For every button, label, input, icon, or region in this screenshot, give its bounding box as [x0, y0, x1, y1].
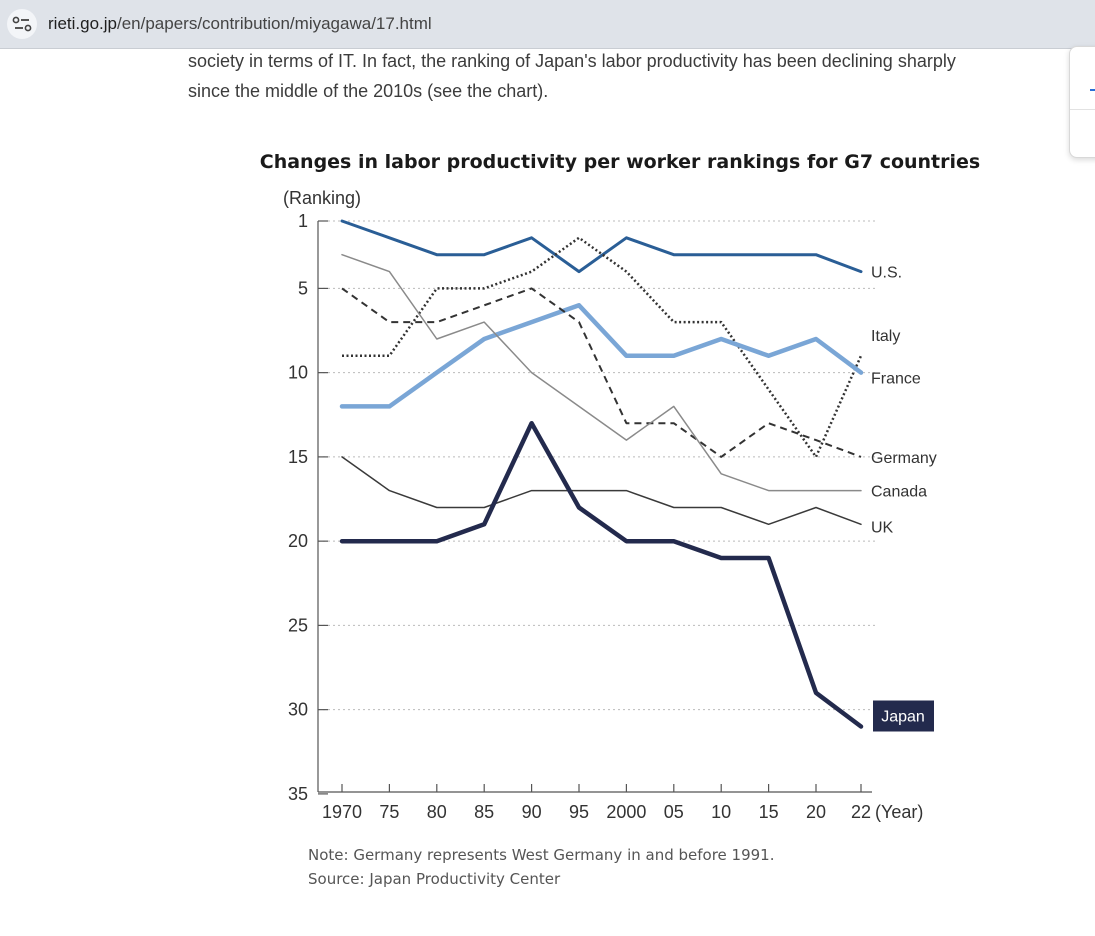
- series-label-france: France: [871, 371, 921, 388]
- side-widget[interactable]: [1069, 46, 1095, 158]
- x-tick-label-2015: 15: [759, 802, 779, 822]
- x-tick-label-1985: 85: [474, 802, 494, 822]
- url-field[interactable]: rieti.go.jp/en/papers/contribution/miyag…: [48, 14, 432, 34]
- widget-divider: [1070, 109, 1095, 110]
- chart-notes: Note: Germany represents West Germany in…: [308, 843, 774, 891]
- chart-source: Source: Japan Productivity Center: [308, 870, 561, 888]
- series-line-japan: [339, 420, 864, 729]
- x-tick-label-1990: 90: [522, 802, 542, 822]
- url-domain: rieti.go.jp: [48, 14, 117, 33]
- url-path: /en/papers/contribution/miyagawa/17.html: [116, 14, 432, 33]
- x-tick-label-1980: 80: [427, 802, 447, 822]
- y-tick-label-10: 10: [288, 363, 308, 383]
- label-bg-japan: [873, 700, 934, 732]
- y-tick-label-20: 20: [288, 531, 308, 551]
- y-axis-label: (Ranking): [283, 188, 361, 208]
- x-tick-label-1975: 75: [379, 802, 399, 822]
- x-tick-label-2020: 20: [806, 802, 826, 822]
- series-label-germany: Germany: [871, 450, 937, 467]
- x-axis-label: (Year): [875, 802, 923, 822]
- y-tick-label-35: 35: [288, 784, 308, 804]
- chart-note: Note: Germany represents West Germany in…: [308, 846, 775, 864]
- grid: [318, 220, 875, 711]
- article-line-2: since the middle of the 2010s (see the c…: [188, 81, 549, 101]
- series-line-uk: [341, 456, 862, 526]
- series-labels: U.S. Italy France Germany Canada UK Japan: [871, 265, 937, 732]
- series-line-us: [340, 219, 863, 274]
- minus-icon: [1090, 89, 1095, 91]
- series-line-germany: [341, 287, 862, 458]
- series-label-us: U.S.: [871, 265, 902, 282]
- series-lines: [339, 219, 864, 729]
- x-tick-label-1970: 1970: [322, 802, 362, 822]
- series-line-canada: [341, 253, 862, 492]
- series-label-uk: UK: [871, 519, 894, 536]
- y-tick-label-1: 1: [298, 211, 308, 231]
- y-tick-label-5: 5: [298, 278, 308, 298]
- y-tick-label-25: 25: [288, 615, 308, 635]
- article-line-1: society in terms of IT. In fact, the ran…: [188, 51, 956, 71]
- chart-title: Changes in labor productivity per worker…: [260, 151, 980, 173]
- series-label-italy: Italy: [871, 328, 900, 345]
- series-label-japan: Japan: [881, 709, 925, 726]
- address-bar: rieti.go.jp/en/papers/contribution/miyag…: [0, 0, 1095, 49]
- x-tick-label-2005: 05: [664, 802, 684, 822]
- y-tick-label-15: 15: [288, 447, 308, 467]
- x-tick-label-1995: 95: [569, 802, 589, 822]
- y-tick-label-30: 30: [288, 700, 308, 720]
- series-line-italy: [342, 236, 863, 459]
- site-info-icon[interactable]: [7, 9, 37, 39]
- article-text: society in terms of IT. In fact, the ran…: [188, 46, 1028, 106]
- x-tick-label-2010: 10: [711, 802, 731, 822]
- series-label-canada: Canada: [871, 484, 927, 501]
- x-tick-label-2022: 22: [851, 802, 871, 822]
- series-line-france: [339, 303, 864, 409]
- x-tick-label-2000: 2000: [606, 802, 646, 822]
